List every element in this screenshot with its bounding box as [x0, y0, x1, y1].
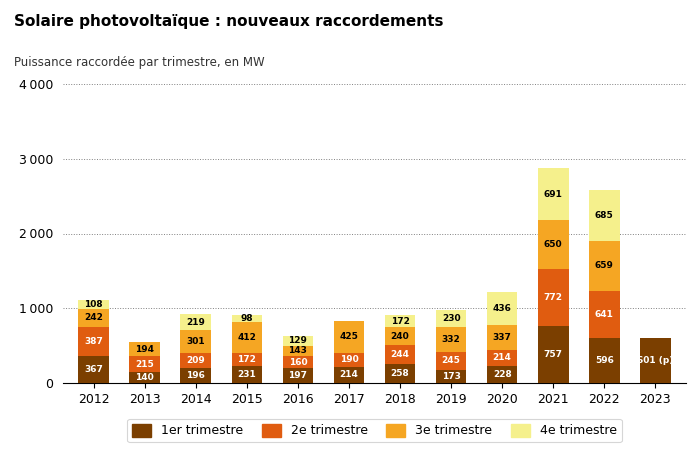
Text: Puissance raccordée par trimestre, en MW: Puissance raccordée par trimestre, en MW	[14, 56, 265, 69]
Bar	[78, 326, 109, 355]
Text: 172: 172	[237, 355, 256, 364]
Text: 129: 129	[288, 336, 307, 345]
Text: 242: 242	[84, 313, 103, 322]
Text: 691: 691	[544, 190, 563, 199]
Text: 214: 214	[340, 370, 358, 380]
Bar	[283, 368, 313, 383]
Bar	[232, 315, 262, 322]
Bar	[589, 241, 620, 290]
Text: 659: 659	[595, 262, 614, 270]
Bar	[181, 353, 211, 368]
Bar	[589, 339, 620, 383]
Text: 387: 387	[84, 337, 103, 346]
Bar	[78, 355, 109, 383]
Text: 172: 172	[391, 317, 409, 325]
Text: 209: 209	[186, 356, 205, 365]
Text: 757: 757	[544, 350, 563, 359]
Bar	[436, 352, 466, 370]
Text: Solaire photovoltaïque : nouveaux raccordements: Solaire photovoltaïque : nouveaux raccor…	[14, 14, 444, 29]
Text: 596: 596	[595, 356, 614, 365]
Bar	[436, 310, 466, 327]
Text: 244: 244	[391, 350, 409, 359]
Bar	[334, 321, 364, 353]
Text: 215: 215	[135, 360, 154, 369]
Text: 685: 685	[595, 211, 614, 220]
Text: 772: 772	[544, 293, 563, 302]
Bar	[181, 368, 211, 383]
Bar	[538, 220, 568, 269]
Bar	[486, 325, 517, 350]
Text: 219: 219	[186, 318, 205, 326]
Bar	[385, 346, 415, 364]
Bar	[486, 366, 517, 383]
Text: 301: 301	[186, 337, 205, 346]
Bar	[283, 356, 313, 368]
Bar	[130, 356, 160, 373]
Text: 140: 140	[135, 373, 154, 382]
Text: 108: 108	[84, 300, 103, 309]
Text: 425: 425	[340, 333, 358, 341]
Bar	[385, 315, 415, 327]
Text: 98: 98	[241, 314, 253, 323]
Bar	[181, 314, 211, 330]
Bar	[283, 336, 313, 346]
Text: 367: 367	[84, 365, 103, 374]
Bar	[385, 364, 415, 383]
Text: 436: 436	[493, 304, 512, 313]
Bar	[78, 309, 109, 326]
Text: 641: 641	[595, 310, 614, 319]
Text: 194: 194	[135, 345, 154, 354]
Text: 258: 258	[391, 369, 409, 378]
Text: 245: 245	[442, 356, 461, 365]
Text: 601 (p): 601 (p)	[637, 356, 673, 365]
Bar	[232, 366, 262, 383]
Bar	[640, 338, 671, 383]
Text: 650: 650	[544, 240, 563, 249]
Bar	[538, 269, 568, 326]
Bar	[130, 373, 160, 383]
Bar	[334, 353, 364, 367]
Text: 196: 196	[186, 371, 205, 380]
Bar	[589, 190, 620, 241]
Text: 228: 228	[493, 370, 512, 379]
Bar	[181, 330, 211, 353]
Text: 143: 143	[288, 347, 307, 355]
Text: 240: 240	[391, 332, 409, 341]
Bar	[334, 367, 364, 383]
Bar	[130, 342, 160, 356]
Bar	[232, 322, 262, 353]
Text: 412: 412	[237, 333, 256, 342]
Text: 231: 231	[237, 370, 256, 379]
Bar	[589, 290, 620, 339]
Text: 190: 190	[340, 355, 358, 364]
Text: 337: 337	[493, 333, 512, 342]
Text: 214: 214	[493, 354, 512, 362]
Bar	[78, 300, 109, 309]
Text: 332: 332	[442, 335, 461, 344]
Bar	[436, 370, 466, 383]
Bar	[232, 353, 262, 366]
Text: 160: 160	[288, 358, 307, 367]
Bar	[283, 346, 313, 356]
Bar	[538, 326, 568, 383]
Bar	[436, 327, 466, 352]
Bar	[486, 292, 517, 325]
Bar	[486, 350, 517, 366]
Bar	[385, 327, 415, 346]
Text: 173: 173	[442, 372, 461, 381]
Legend: 1er trimestre, 2e trimestre, 3e trimestre, 4e trimestre: 1er trimestre, 2e trimestre, 3e trimestr…	[127, 419, 622, 442]
Text: 230: 230	[442, 314, 461, 323]
Bar	[538, 169, 568, 220]
Text: 197: 197	[288, 371, 307, 380]
